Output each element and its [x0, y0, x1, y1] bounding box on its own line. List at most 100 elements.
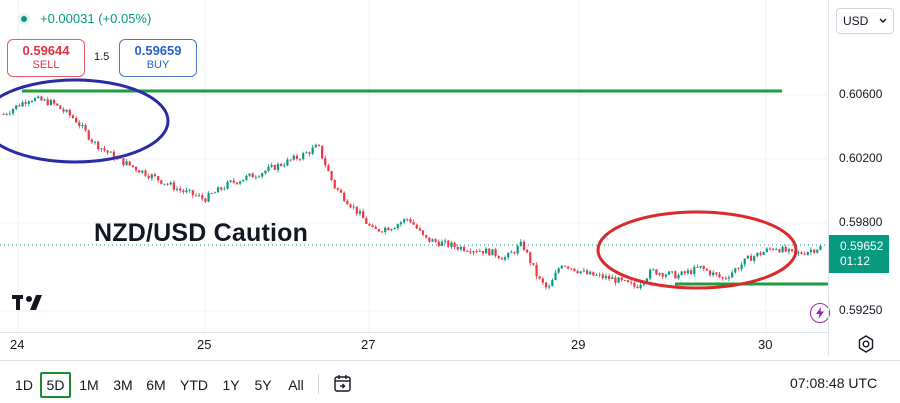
flash-icon[interactable]: [810, 303, 830, 323]
candle-body: [544, 282, 548, 288]
price-tick: 0.59800: [839, 215, 883, 229]
candle-body: [239, 181, 242, 184]
candle-body: [538, 276, 541, 279]
candle-body: [65, 109, 68, 112]
candle-body: [235, 182, 239, 184]
candle-body: [626, 280, 630, 283]
candle-body: [387, 227, 390, 231]
candle-body: [185, 190, 188, 193]
live-dot-icon: [18, 12, 30, 25]
candle-body: [298, 159, 302, 160]
candle-body: [579, 271, 582, 274]
price-tick: 0.60200: [839, 151, 883, 165]
candle-body: [614, 277, 617, 283]
range-3m-button[interactable]: 3M: [113, 377, 133, 393]
candle-body: [462, 246, 466, 251]
candle-body: [336, 188, 339, 190]
price-scale[interactable]: USD 0.60600 0.60200 0.59800 0.59250 0.59…: [828, 0, 900, 356]
candle-body: [421, 230, 425, 235]
candle-body: [563, 265, 567, 267]
candle-body: [374, 227, 377, 230]
candle-body: [362, 211, 365, 219]
candle-body: [346, 200, 349, 205]
candles: [2, 95, 822, 291]
candle-body: [305, 152, 308, 154]
candle-body: [179, 188, 182, 191]
candle-body: [759, 252, 762, 255]
candle-body: [756, 252, 759, 257]
time-label-25: 25: [197, 337, 212, 352]
candle-body: [71, 115, 75, 118]
candle-body: [790, 249, 794, 251]
currency-select[interactable]: USD: [836, 8, 894, 34]
candle-body: [652, 269, 655, 271]
utc-clock[interactable]: 07:08:48 UTC: [790, 375, 878, 391]
candle-body: [816, 249, 819, 253]
range-1y-button[interactable]: 1Y: [222, 377, 240, 393]
time-axis[interactable]: 24 25 27 29 30: [0, 332, 828, 356]
candle-body: [466, 250, 469, 252]
candle-body: [500, 258, 503, 260]
settings-icon[interactable]: [856, 334, 876, 354]
range-1d-button[interactable]: 1D: [15, 377, 33, 393]
candle-body: [194, 195, 198, 197]
range-5d-button[interactable]: 5D: [40, 372, 71, 398]
candle-body: [418, 228, 421, 231]
candle-body: [223, 188, 226, 190]
candle-body: [2, 114, 5, 115]
bar-countdown: 01:12: [840, 254, 871, 268]
price-chart[interactable]: [0, 0, 828, 332]
candle-body: [608, 275, 611, 280]
candle-body: [172, 182, 175, 190]
range-1m-button[interactable]: 1M: [79, 377, 99, 393]
time-label-27: 27: [361, 337, 376, 352]
blue-ellipse-annotation[interactable]: [0, 78, 170, 164]
candle-body: [598, 274, 601, 276]
candle-body: [175, 188, 179, 190]
candle-body: [56, 103, 59, 106]
candle-body: [150, 174, 153, 179]
candle-body: [639, 284, 642, 289]
range-all-button[interactable]: All: [288, 377, 304, 393]
candle-body: [134, 166, 138, 171]
candle-body: [90, 139, 93, 143]
candle-body: [213, 192, 216, 194]
candle-body: [721, 277, 724, 279]
candle-body: [365, 218, 368, 224]
time-label-24: 24: [10, 337, 25, 352]
sell-button[interactable]: 0.59644 SELL: [7, 39, 85, 77]
candle-body: [27, 101, 30, 104]
candle-body: [740, 264, 743, 270]
candle-body: [122, 158, 125, 166]
candle-body: [62, 109, 65, 112]
range-5y-button[interactable]: 5Y: [254, 377, 272, 393]
candle-body: [59, 105, 62, 110]
range-6m-button[interactable]: 6M: [146, 377, 166, 393]
candle-body: [797, 252, 800, 254]
candle-body: [560, 265, 563, 269]
chart-area[interactable]: +0.00031 (+0.05%) 0.59644 SELL 1.5 0.596…: [0, 0, 830, 356]
sell-label: SELL: [32, 59, 60, 71]
red-ellipse-annotation[interactable]: [596, 210, 798, 290]
sell-price: 0.59644: [22, 43, 70, 58]
buy-button[interactable]: 0.59659 BUY: [119, 39, 197, 77]
candle-body: [349, 204, 352, 208]
candle-body: [327, 165, 330, 172]
candle-body: [52, 99, 56, 104]
candle-body: [813, 249, 816, 253]
candle-body: [153, 174, 157, 177]
candle-body: [220, 187, 223, 190]
candle-body: [661, 273, 664, 277]
candle-body: [352, 206, 355, 208]
candle-body: [128, 161, 131, 166]
candle-body: [384, 227, 387, 232]
candle-body: [746, 255, 749, 259]
candle-body: [317, 144, 321, 146]
candle-body: [368, 223, 371, 226]
tradingview-logo[interactable]: [12, 292, 48, 312]
candle-body: [503, 257, 507, 260]
candle-body: [377, 229, 380, 232]
candle-body: [516, 245, 519, 254]
goto-date-icon[interactable]: [332, 373, 354, 395]
range-ytd-button[interactable]: YTD: [180, 377, 208, 393]
